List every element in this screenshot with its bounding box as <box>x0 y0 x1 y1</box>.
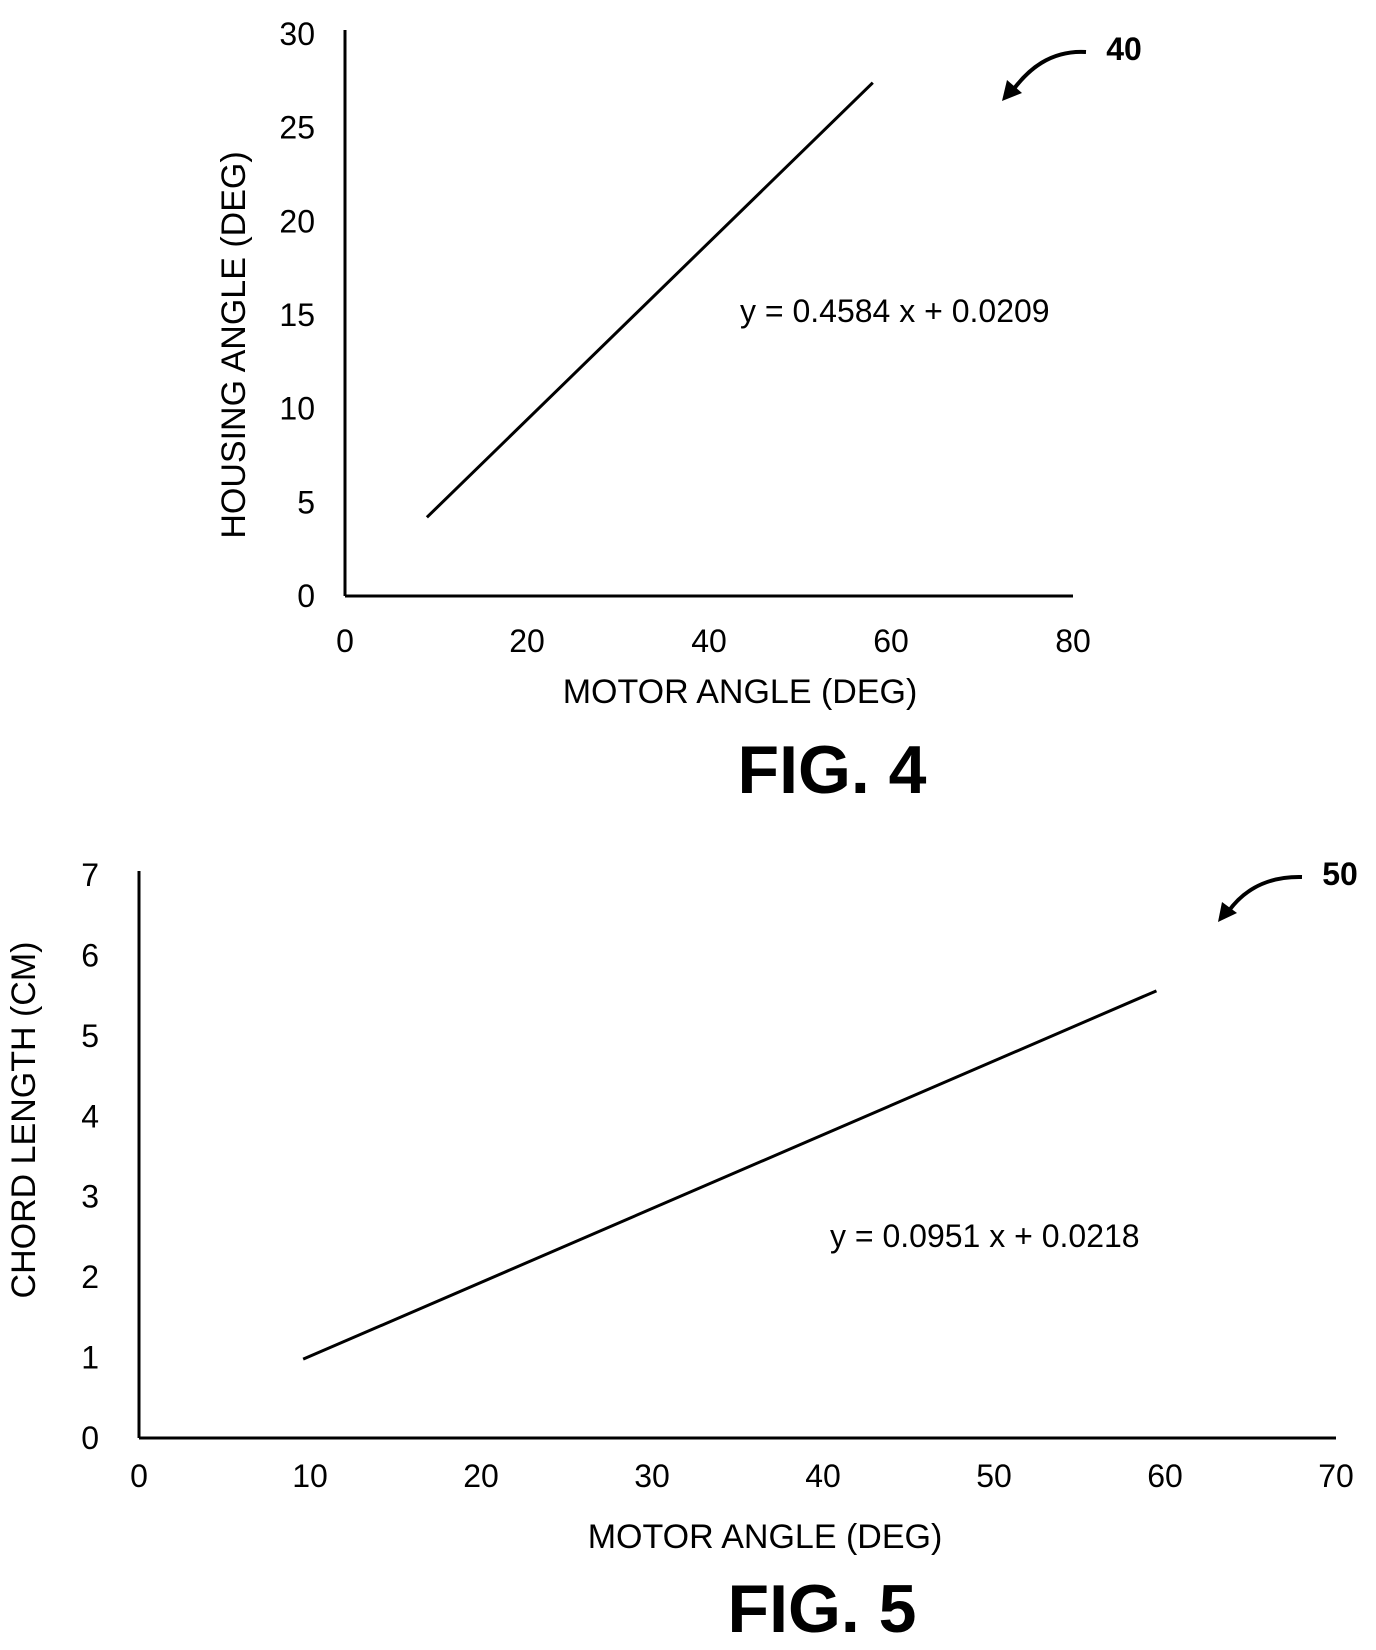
chart1-equation-annotation: y = 0.4584 x + 0.0209 <box>740 293 1050 329</box>
chart1-x-tick-label: 60 <box>873 623 909 659</box>
chart1-y-tick-label: 30 <box>279 16 315 52</box>
chart1-reference-arrow-icon <box>1011 49 1087 92</box>
chart2-y-tick-label: 0 <box>81 1420 99 1456</box>
chart2-figure-label: FIG. 5 <box>728 1571 917 1647</box>
chart1-y-tick-label: 5 <box>297 484 315 520</box>
chart2-reference-numeral: 50 <box>1322 856 1358 892</box>
chart1-reference-arrowhead-icon <box>1002 80 1022 101</box>
chart2-x-tick-label: 50 <box>976 1458 1012 1494</box>
chart1-figure-label: FIG. 4 <box>738 732 927 808</box>
chart2-x-tick-label: 70 <box>1318 1458 1354 1494</box>
chart1-x-tick-label: 0 <box>336 623 354 659</box>
chart2-y-tick-label: 2 <box>81 1259 99 1295</box>
chart2-y-tick-label: 4 <box>81 1098 99 1134</box>
chart2-y-tick-label: 5 <box>81 1018 99 1054</box>
chart2-x-axis-title: MOTOR ANGLE (DEG) <box>588 1518 943 1556</box>
chart1-y-tick-label: 20 <box>279 203 315 239</box>
chart2-x-tick-label: 10 <box>292 1458 328 1494</box>
chart2-x-tick-label: 0 <box>130 1458 148 1494</box>
chart1-reference-numeral: 40 <box>1106 31 1142 67</box>
chart2-x-tick-label: 40 <box>805 1458 841 1494</box>
chart1-x-tick-label: 40 <box>691 623 727 659</box>
chart1-series-line <box>425 81 874 519</box>
chart2-x-tick-label: 20 <box>463 1458 499 1494</box>
chart2-y-tick-label: 3 <box>81 1179 99 1215</box>
chart1-y-tick-label: 25 <box>279 110 315 146</box>
chart2-y-tick-label: 1 <box>81 1340 99 1376</box>
chart1-y-tick-label: 10 <box>279 391 315 427</box>
chart1-y-tick-label: 15 <box>279 297 315 333</box>
chart1-x-tick-label: 20 <box>509 623 545 659</box>
chart2-y-tick-label: 6 <box>81 937 99 973</box>
chart2-x-tick-label: 30 <box>634 1458 670 1494</box>
chart2-reference-arrow-icon <box>1226 874 1303 914</box>
chart1-y-axis-title: HOUSING ANGLE (DEG) <box>215 151 253 538</box>
chart2-equation-annotation: y = 0.0951 x + 0.0218 <box>830 1218 1140 1254</box>
chart2-series-line <box>302 989 1158 1361</box>
chart1-x-tick-label: 80 <box>1055 623 1091 659</box>
chart1-x-axis-title: MOTOR ANGLE (DEG) <box>563 673 918 711</box>
chart1-y-tick-label: 0 <box>297 578 315 614</box>
chart2-y-tick-label: 7 <box>81 857 99 893</box>
chart2-reference-arrowhead-icon <box>1218 902 1237 922</box>
chart2-y-axis-title: CHORD LENGTH (CM) <box>5 942 43 1299</box>
chart2-x-tick-label: 60 <box>1147 1458 1183 1494</box>
